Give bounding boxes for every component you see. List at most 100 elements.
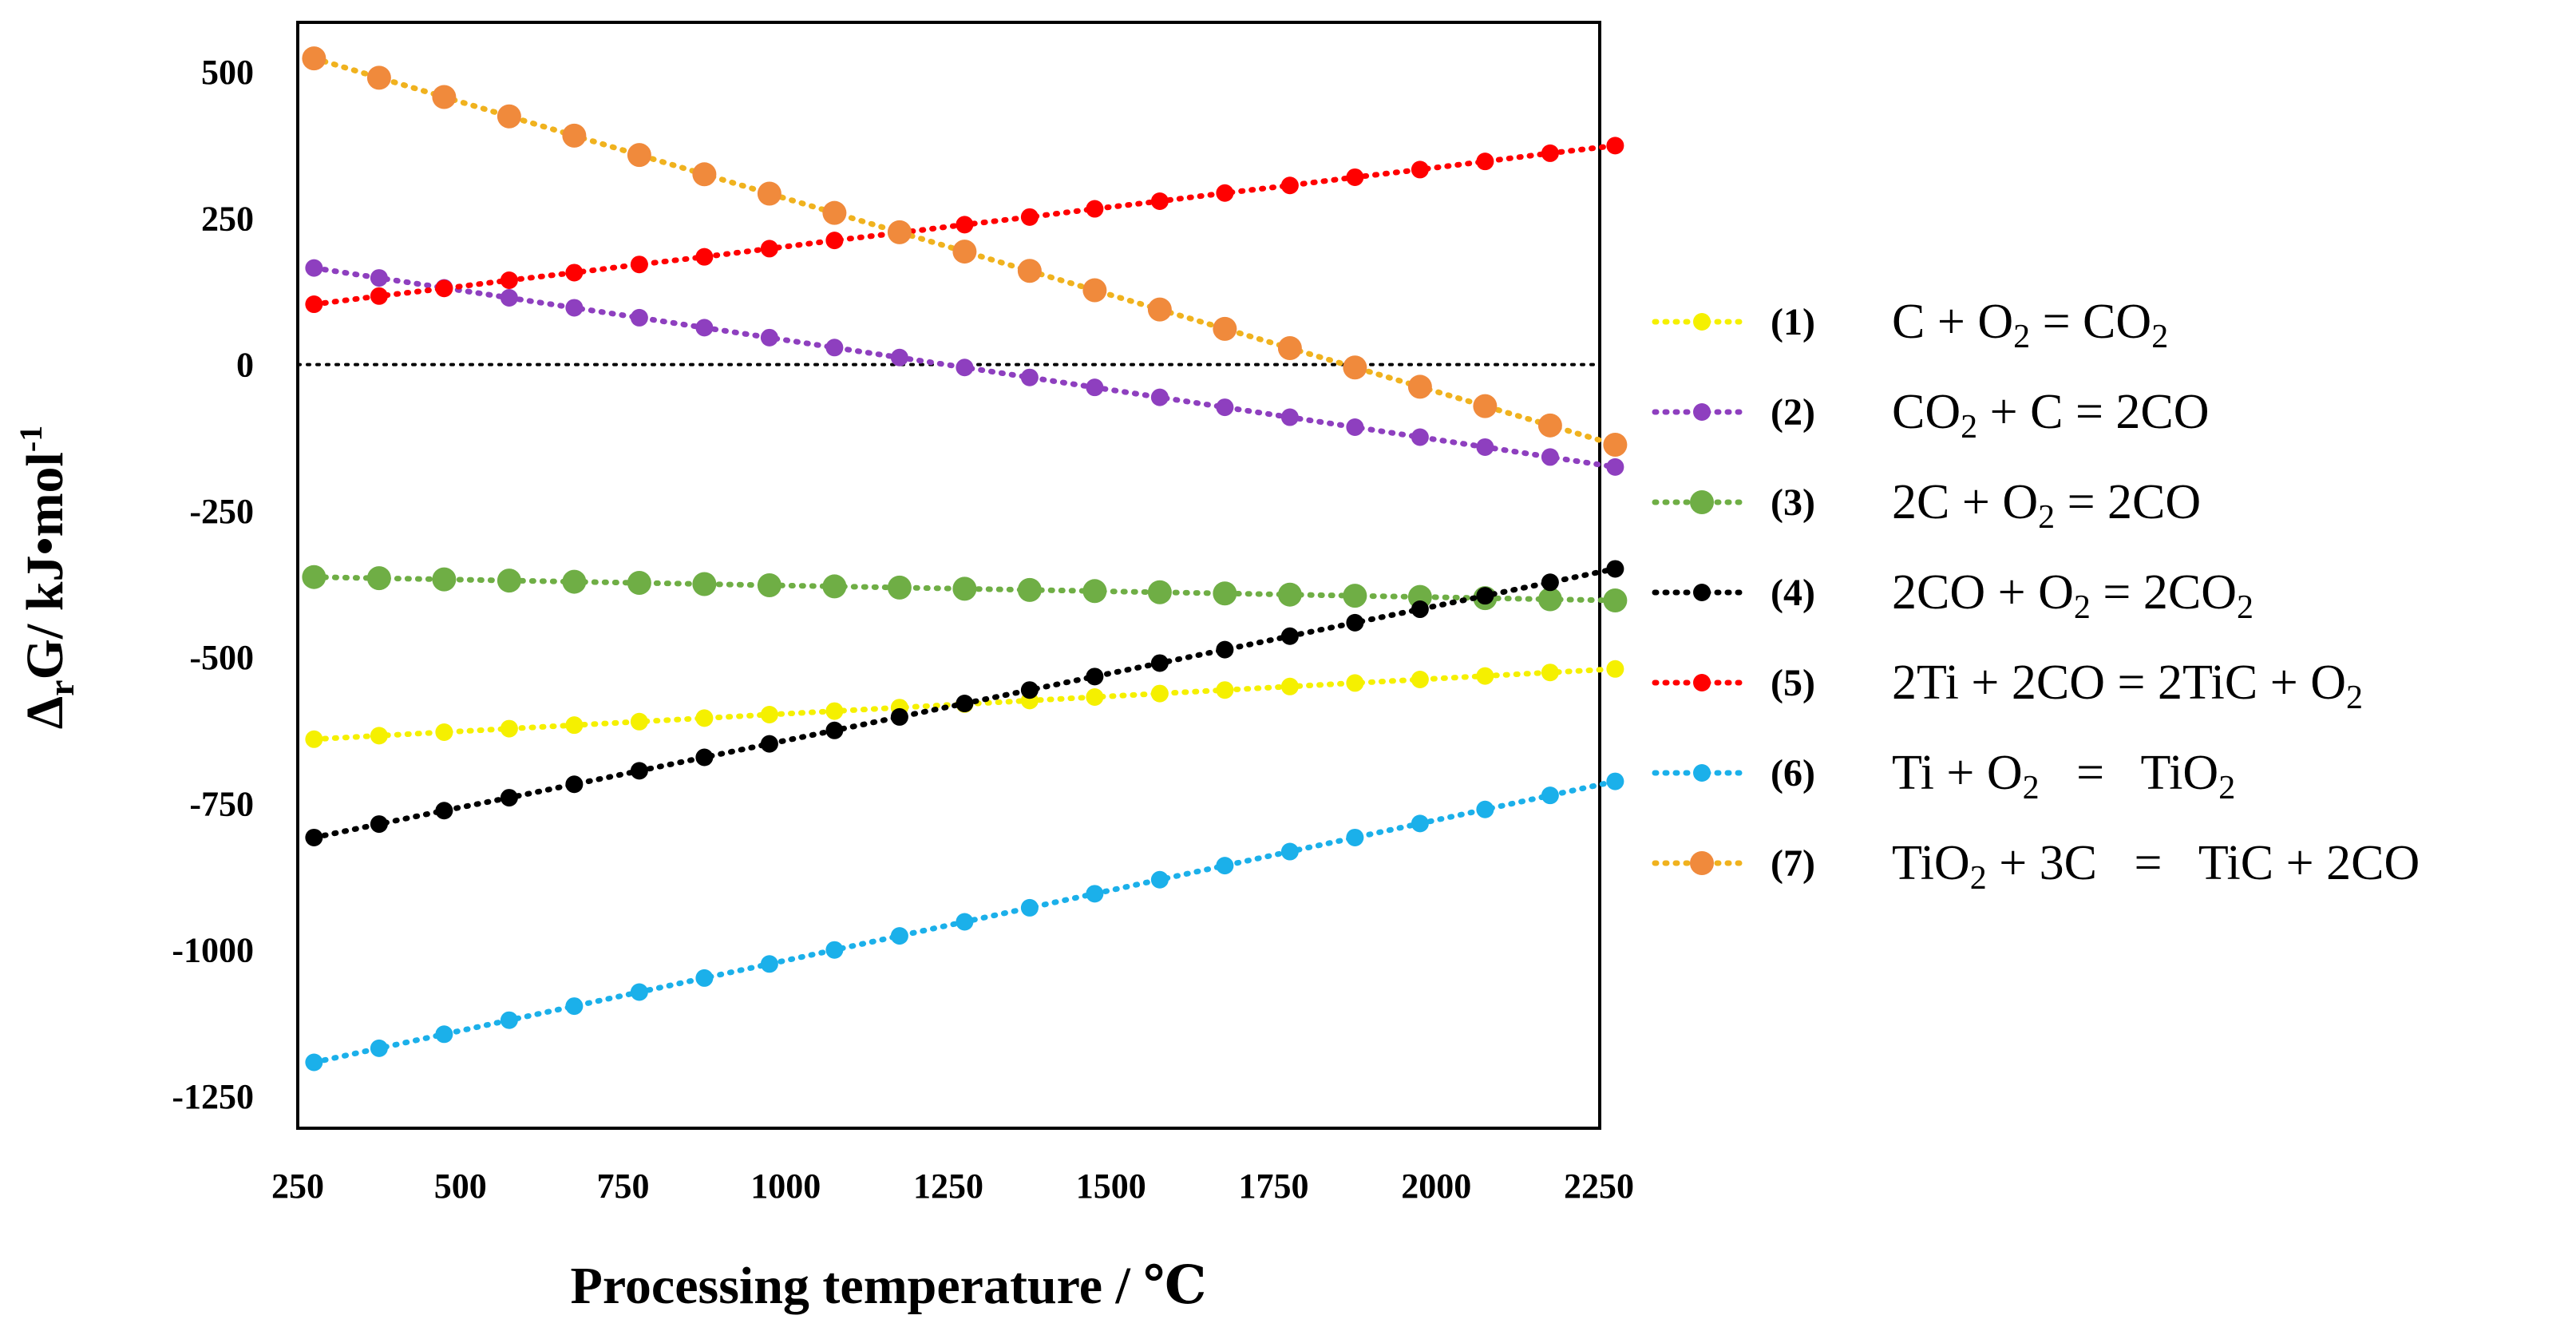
data-point (952, 240, 977, 264)
data-point (565, 997, 584, 1016)
data-point (1216, 398, 1234, 417)
legend-entry-3: (3) 2C + O2 = 2CO (1652, 475, 2201, 536)
y-axis-title: ΔrG/ kJ•mol-1 (13, 426, 81, 729)
series-3 (302, 565, 1628, 613)
data-point (825, 941, 844, 959)
data-point (1476, 800, 1494, 818)
data-point (1541, 786, 1559, 805)
data-point (1411, 814, 1429, 833)
y-tick-label: 0 (236, 346, 254, 385)
data-point (1411, 600, 1429, 619)
y-tick-label: 500 (201, 53, 254, 92)
legend-entry-1: (1) C + O2 = CO2 (1652, 295, 2168, 355)
data-point (370, 727, 388, 745)
x-tick-label: 250 (271, 1167, 324, 1206)
x-tick-label: 1000 (750, 1167, 821, 1206)
x-tick-label: 1250 (913, 1167, 983, 1206)
data-point (1411, 160, 1429, 179)
data-point (1216, 681, 1234, 699)
x-tick-label: 1750 (1239, 1167, 1309, 1206)
data-point (305, 1053, 323, 1072)
data-point (565, 299, 584, 317)
data-point (370, 1039, 388, 1057)
data-point (630, 983, 648, 1001)
data-point (565, 716, 584, 735)
data-point (1606, 560, 1624, 578)
legend-label: (2) (1771, 391, 1815, 434)
x-tick-label: 1500 (1076, 1167, 1146, 1206)
legend-equation: TiO2 + 3C = TiC + 2CO (1892, 836, 2420, 897)
series-line (311, 574, 1618, 604)
data-point (1537, 413, 1562, 438)
data-point (1020, 208, 1039, 226)
data-point (302, 46, 326, 71)
data-point (1541, 144, 1559, 162)
data-point (1343, 355, 1367, 380)
legend-label: (6) (1771, 752, 1815, 794)
data-point (825, 232, 844, 250)
data-point (695, 709, 714, 727)
data-point (760, 328, 778, 347)
data-point (695, 319, 714, 337)
legend-equation: CO2 + C = 2CO (1892, 385, 2210, 446)
data-point (1280, 176, 1299, 195)
data-point (500, 789, 518, 807)
data-point (757, 181, 782, 206)
data-point (302, 565, 326, 589)
data-point (1216, 640, 1234, 659)
legend-marker (1693, 674, 1711, 691)
data-point (760, 735, 778, 753)
y-tick-label: -500 (189, 638, 254, 677)
data-point (956, 359, 974, 377)
legend-marker (1690, 851, 1714, 875)
y-axis-title-delta: Δ (16, 696, 74, 729)
data-point (956, 913, 974, 931)
y-axis-title-main: G/ kJ•mol (16, 452, 74, 679)
x-tick-label: 2000 (1401, 1167, 1471, 1206)
legend-entry-7: (7) TiO2 + 3C = TiC + 2CO (1652, 836, 2420, 897)
legend-equation: 2C + O2 = 2CO (1892, 475, 2201, 536)
data-point (435, 723, 453, 741)
data-point (1346, 674, 1364, 692)
data-point (956, 695, 974, 713)
data-point (1277, 336, 1302, 361)
data-point (432, 85, 457, 109)
data-point (1606, 458, 1624, 476)
data-point (565, 775, 584, 794)
data-point (1150, 192, 1169, 211)
data-point (500, 1011, 518, 1029)
data-point (1603, 433, 1628, 458)
data-point (1086, 885, 1104, 903)
y-tick-label: 250 (201, 199, 254, 238)
y-tick-label: -250 (189, 492, 254, 531)
data-point (760, 705, 778, 723)
data-point (757, 572, 782, 597)
data-point (370, 287, 388, 305)
data-point (497, 568, 521, 593)
data-point (562, 123, 587, 148)
data-point (500, 288, 518, 307)
data-point (435, 279, 453, 298)
data-point (1280, 677, 1299, 695)
data-point (305, 730, 323, 748)
data-point (1020, 681, 1039, 699)
y-tick-label: -1250 (172, 1077, 254, 1116)
data-point (627, 143, 651, 168)
data-point (562, 569, 587, 594)
data-point (1346, 168, 1364, 186)
data-point (825, 721, 844, 739)
legend-label: (3) (1771, 481, 1815, 524)
legend-marker (1693, 584, 1711, 601)
data-point (630, 308, 648, 327)
data-point (1411, 428, 1429, 446)
data-point (1017, 259, 1042, 283)
data-point (500, 719, 518, 738)
x-tick-label: 750 (597, 1167, 650, 1206)
series-7 (302, 46, 1628, 458)
series-2 (305, 259, 1624, 476)
data-point (1147, 580, 1172, 604)
data-point (760, 240, 778, 258)
legend-entry-6: (6) Ti + O2 = TiO2 (1652, 746, 2235, 806)
data-point (695, 969, 714, 987)
data-point (1082, 579, 1107, 604)
